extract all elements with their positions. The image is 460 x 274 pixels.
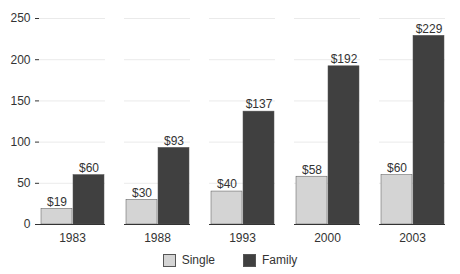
svg-text:250: 250 [10,11,30,25]
svg-text:2003: 2003 [399,231,426,245]
svg-text:$229: $229 [416,22,443,36]
svg-text:1983: 1983 [59,231,86,245]
html-text:Family: Family [262,253,298,267]
svg-text:$60: $60 [79,161,99,175]
svg-text:50: 50 [17,176,31,190]
svg-text:1988: 1988 [144,231,171,245]
svg-text:$192: $192 [331,52,358,66]
svg-text:$40: $40 [217,177,237,191]
svg-text:$30: $30 [132,186,152,200]
svg-text:2000: 2000 [314,231,341,245]
svg-text:0: 0 [24,217,31,231]
svg-text:$19: $19 [47,195,67,209]
svg-text:150: 150 [10,94,30,108]
svg-text:$93: $93 [164,134,184,148]
svg-text:100: 100 [10,135,30,149]
svg-text:$60: $60 [387,161,407,175]
svg-text:$58: $58 [302,163,322,177]
svg-text:1993: 1993 [229,231,256,245]
svg-text:200: 200 [10,53,30,67]
html-text:Single: Single [181,253,215,267]
svg-text:$137: $137 [246,97,273,111]
